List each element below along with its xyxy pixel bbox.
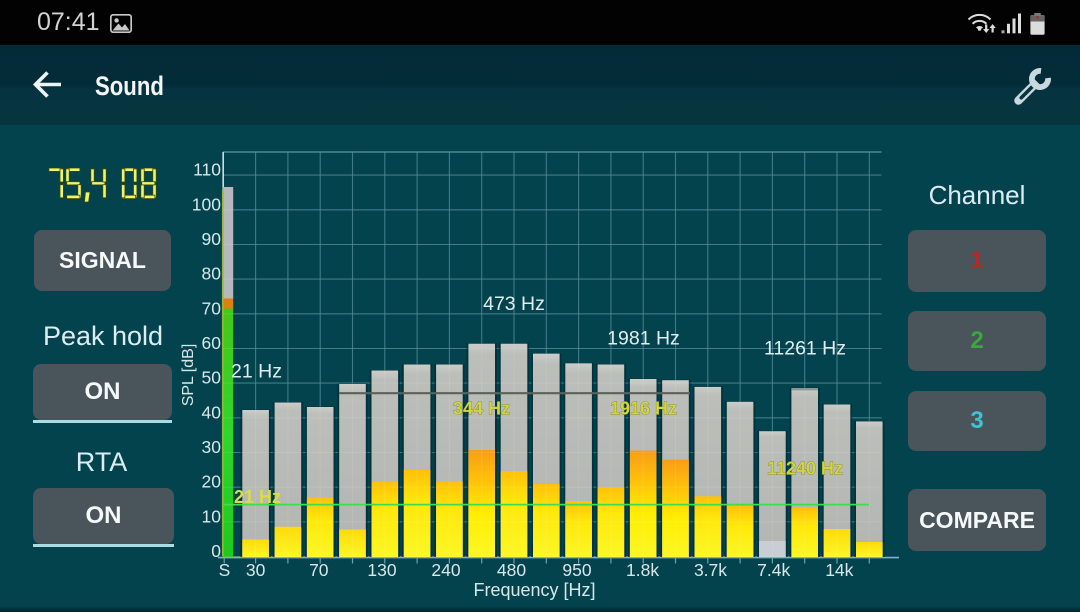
svg-text:30: 30: [246, 560, 266, 580]
svg-text:1916 Hz: 1916 Hz: [610, 399, 677, 419]
svg-text:21 Hz: 21 Hz: [231, 361, 282, 383]
svg-text:70: 70: [202, 298, 222, 318]
svg-text:30: 30: [202, 437, 222, 457]
svg-text:SPL [dB]: SPL [dB]: [180, 344, 197, 407]
svg-text:70: 70: [309, 560, 329, 580]
svg-text:60: 60: [202, 333, 222, 353]
svg-text:50: 50: [202, 368, 222, 388]
svg-text:90: 90: [202, 229, 222, 249]
svg-text:1981 Hz: 1981 Hz: [607, 328, 680, 350]
svg-text:14k: 14k: [825, 560, 853, 580]
svg-text:344 Hz: 344 Hz: [453, 399, 510, 419]
svg-text:110: 110: [193, 160, 221, 180]
svg-text:473 Hz: 473 Hz: [483, 293, 545, 315]
svg-text:130: 130: [367, 560, 396, 580]
svg-text:80: 80: [202, 264, 222, 284]
svg-text:7.4k: 7.4k: [757, 560, 790, 580]
svg-text:0: 0: [211, 541, 221, 561]
svg-text:1.8k: 1.8k: [626, 560, 659, 580]
svg-text:950: 950: [562, 560, 591, 580]
svg-text:20: 20: [202, 472, 222, 492]
svg-text:10: 10: [202, 506, 222, 526]
svg-text:11261 Hz: 11261 Hz: [764, 338, 846, 360]
svg-text:100: 100: [192, 194, 221, 214]
svg-text:240: 240: [431, 560, 460, 580]
svg-text:480: 480: [497, 560, 526, 580]
svg-text:11240 Hz: 11240 Hz: [767, 459, 843, 479]
svg-text:3.7k: 3.7k: [694, 560, 727, 580]
svg-text:Frequency [Hz]: Frequency [Hz]: [473, 580, 595, 600]
svg-text:40: 40: [202, 402, 222, 422]
svg-text:21 Hz: 21 Hz: [234, 487, 281, 507]
svg-text:S: S: [219, 560, 231, 580]
